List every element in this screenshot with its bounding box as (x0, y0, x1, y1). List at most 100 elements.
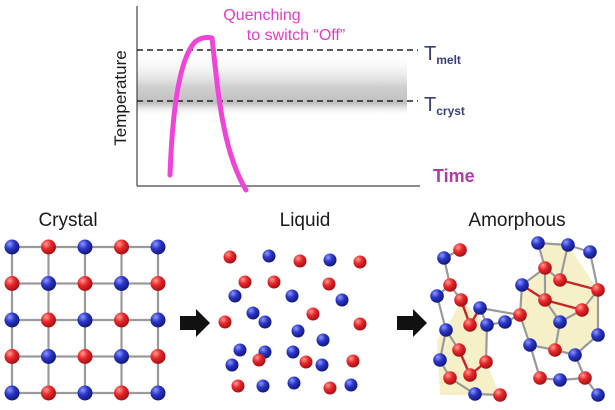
red-atom (463, 368, 477, 382)
blue-atom (583, 245, 597, 259)
red-atom (77, 276, 93, 291)
red-atom (553, 273, 567, 287)
red-atom (114, 239, 129, 255)
liquid-heading: Liquid (280, 210, 331, 231)
red-atom (77, 349, 93, 364)
amorphous-region (520, 243, 598, 355)
blue-atom (4, 385, 20, 401)
blue-atom (531, 236, 545, 250)
amorphous-network (430, 236, 605, 402)
quench-annotation-line2: to switch “Off” (247, 27, 345, 44)
blue-atom (258, 315, 272, 329)
blue-atom (291, 324, 305, 338)
blue-atom (286, 345, 300, 359)
red-atom (538, 293, 552, 307)
red-atom (575, 303, 589, 317)
red-atom (252, 353, 266, 367)
red-atom (322, 277, 336, 291)
blue-atom (114, 349, 129, 364)
blue-atom (315, 358, 329, 372)
blue-atom (150, 312, 166, 328)
blue-atom (77, 385, 93, 401)
blue-atom (4, 239, 20, 255)
red-atom (293, 254, 307, 268)
tcryst-sub: cryst (436, 104, 465, 118)
red-atom (454, 293, 468, 307)
blue-atom (77, 239, 93, 255)
red-atom (513, 308, 527, 322)
blue-atom (439, 323, 453, 337)
blue-atom (591, 388, 605, 402)
blue-atom (246, 306, 260, 320)
blue-atom (437, 251, 451, 265)
red-atom (267, 275, 281, 289)
red-atom (4, 349, 20, 364)
red-atom (306, 307, 320, 321)
red-atom (443, 371, 457, 385)
amorphous-heading: Amorphous (468, 210, 565, 231)
red-atom (493, 388, 507, 402)
red-atom (114, 385, 129, 401)
red-atom (4, 276, 20, 291)
quench-pulse-curve (167, 35, 249, 193)
red-atom (41, 239, 56, 255)
blue-atom (344, 378, 358, 392)
blue-atom (77, 312, 93, 328)
blue-atom (335, 293, 349, 307)
blue-atom (256, 379, 270, 393)
blue-atom (150, 239, 166, 255)
red-atom (299, 355, 313, 369)
red-atom (150, 276, 166, 291)
blue-atom (225, 358, 239, 372)
red-atom (150, 349, 166, 364)
blue-atom (323, 253, 337, 267)
red-atom (353, 317, 367, 331)
red-atom (548, 343, 562, 357)
blue-atom (316, 333, 330, 347)
blue-atom (228, 289, 242, 303)
red-atom (479, 355, 493, 369)
blue-atom (41, 276, 56, 291)
blue-atom (468, 387, 482, 401)
arrow-liquid-to-amorphous (397, 309, 427, 337)
arrow-right-icon (180, 309, 210, 337)
crystal-heading: Crystal (38, 210, 97, 231)
blue-atom (4, 312, 20, 328)
crystal-lattice (4, 239, 166, 401)
tmelt-label: Tmelt (424, 43, 461, 67)
blue-atom (553, 373, 567, 387)
blue-atom (591, 328, 605, 342)
blue-atom (41, 349, 56, 364)
blue-atom (515, 278, 529, 292)
blue-atom (114, 276, 129, 291)
red-atom (323, 381, 337, 395)
blue-atom (480, 318, 494, 332)
red-atom (578, 371, 592, 385)
blue-atom (262, 249, 276, 263)
tcryst-label: Tcryst (424, 94, 465, 118)
red-atom (346, 354, 360, 368)
red-atom (463, 318, 477, 332)
arrow-crystal-to-liquid (180, 309, 210, 337)
blue-atom (287, 376, 301, 390)
tmelt-main: T (424, 43, 436, 65)
red-atom (114, 312, 129, 328)
blue-atom (285, 289, 299, 303)
red-atom (218, 315, 232, 329)
blue-atom (433, 353, 447, 367)
liquid-atoms (218, 249, 367, 395)
red-atom (453, 243, 467, 257)
blue-atom (498, 315, 512, 329)
blue-atom (523, 338, 537, 352)
red-atom (41, 385, 56, 401)
red-atom (591, 283, 605, 297)
blue-atom (473, 301, 487, 315)
red-atom (452, 343, 466, 357)
red-atom (538, 261, 552, 275)
red-atom (41, 312, 56, 328)
red-atom (223, 250, 237, 264)
red-atom (533, 371, 547, 385)
blue-atom (150, 385, 166, 401)
